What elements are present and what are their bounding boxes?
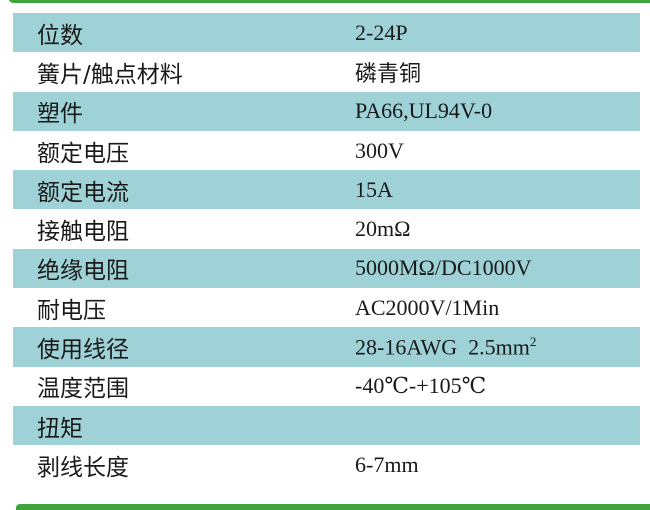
row-label: 扭矩 <box>37 415 83 442</box>
row-label: 耐电压 <box>37 297 106 324</box>
table-row: 额定电流 15A <box>13 170 640 210</box>
row-value: PA66,UL94V-0 <box>355 98 493 124</box>
superscript: 2 <box>529 333 537 349</box>
table-row: 温度范围 -40℃-+105℃ <box>13 367 640 406</box>
row-value: AC2000V/1Min <box>355 294 500 320</box>
row-value: 6-7mm <box>355 451 419 477</box>
row-label: 额定电流 <box>37 179 129 206</box>
row-label: 位数 <box>37 22 83 49</box>
table-row: 接触电阻 20mΩ <box>13 209 640 248</box>
table-row: 位数 2-24P <box>13 13 640 53</box>
row-value: 磷青铜 <box>355 60 422 86</box>
row-label: 温度范围 <box>37 376 129 403</box>
top-frame-border <box>8 0 650 3</box>
row-value: 15A <box>355 176 393 202</box>
table-row: 剥线长度 6-7mm <box>13 445 640 484</box>
row-label: 塑件 <box>37 101 83 128</box>
row-value: 300V <box>355 137 404 163</box>
table-row: 塑件 PA66,UL94V-0 <box>13 91 640 131</box>
table-row: 簧片/触点材料 磷青铜 <box>13 52 640 91</box>
row-value: 2-24P <box>355 19 408 45</box>
spec-table: 位数 2-24P 簧片/触点材料 磷青铜 塑件 PA66,UL94V-0 额定电压 30… <box>13 13 640 485</box>
table-row: 绝缘电阻 5000MΩ/DC1000V <box>13 248 640 289</box>
table-row: 扭矩 <box>13 405 640 446</box>
table-row: 耐电压 AC2000V/1Min <box>13 288 640 327</box>
row-value: 20mΩ <box>355 216 411 242</box>
row-label: 绝缘电阻 <box>37 258 129 285</box>
bottom-green-bar <box>16 504 650 510</box>
row-label: 剥线长度 <box>37 454 129 481</box>
row-label: 使用线径 <box>37 337 129 364</box>
row-value-text: 28-16AWG 2.5mm <box>355 334 530 360</box>
row-value: 28-16AWG 2.5mm2 <box>355 334 536 360</box>
table-row: 使用线径 28-16AWG 2.5mm2 <box>13 327 640 367</box>
row-label: 簧片/触点材料 <box>37 61 183 88</box>
row-label: 接触电阻 <box>37 219 129 246</box>
row-value: -40℃-+105℃ <box>355 373 487 399</box>
table-row: 额定电压 300V <box>13 131 640 170</box>
row-label: 额定电压 <box>37 140 129 167</box>
row-value: 5000MΩ/DC1000V <box>355 255 532 281</box>
